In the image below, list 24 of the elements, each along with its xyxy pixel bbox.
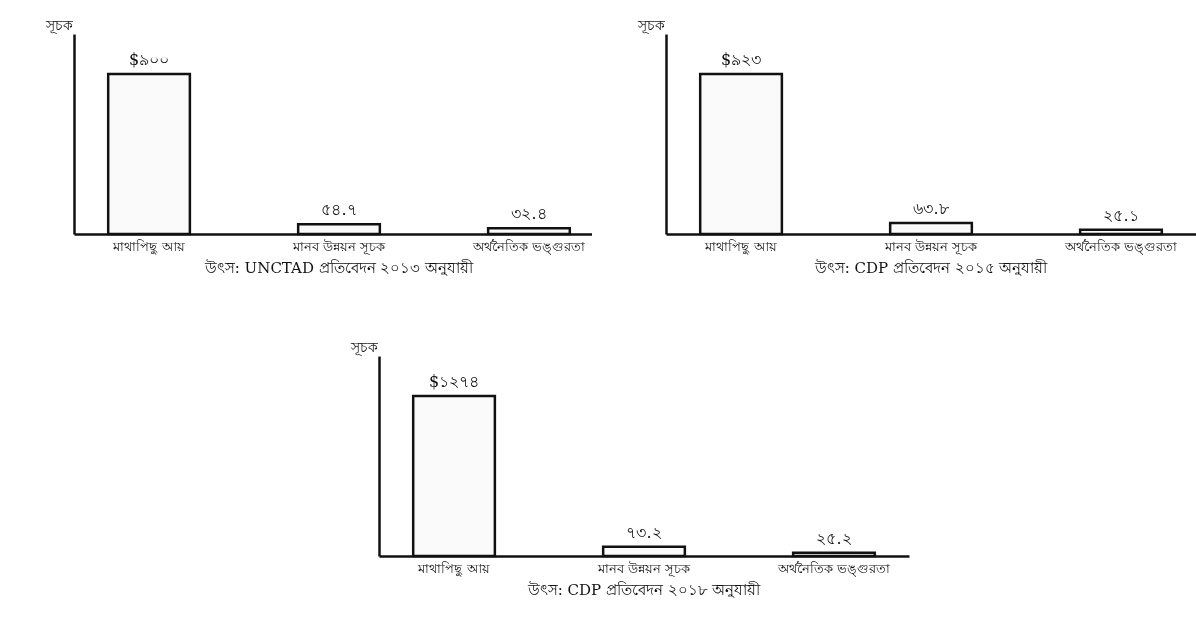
data-label: $১২৭৪ [428, 372, 480, 391]
data-label: ৭৩.২ [626, 522, 662, 542]
data-label: ৫৪.৭ [321, 200, 357, 220]
x-tick-label: মাথাপিছু আয় [112, 238, 185, 255]
x-tick-label: অর্থনৈতিক ভঙ্গুরতা [776, 560, 891, 577]
y-axis-title: সূচক [349, 338, 378, 356]
x-tick-label: মানব উন্নয়ন সূচক [596, 560, 692, 577]
x-tick-label: মাথাপিছু আয় [704, 238, 777, 255]
data-label: $৯০০ [128, 50, 170, 69]
text: উৎস: UNCTAD প্রতিবেদন ২০১৩ অনুযায়ী [203, 259, 475, 277]
x-tick-label: অর্থনৈতিক ভঙ্গুরতা [471, 238, 586, 255]
y-axis-title: সূচক [636, 16, 665, 34]
data-label: $৯২৩ [720, 50, 762, 69]
text: উৎস: CDP প্রতিবেদন ২০১৫ অনুযায়ী [813, 259, 1049, 277]
x-tick-label: মাথাপিছু আয় [417, 560, 490, 577]
text: উৎস: CDP প্রতিবেদন ২০১৮ অনুযায়ী [526, 581, 762, 599]
x-tick-label: মানব উন্নয়ন সূচক [883, 238, 979, 255]
data-label: ৩২.৪ [511, 204, 547, 224]
x-tick-label: অর্থনৈতিক ভঙ্গুরতা [1063, 238, 1178, 255]
data-label: ৬৩.৮ [913, 198, 950, 218]
data-label: ২৫.২ [816, 528, 852, 548]
y-axis-title: সূচক [44, 16, 73, 34]
data-label: ২৫.১ [1103, 205, 1139, 225]
x-tick-label: মানব উন্নয়ন সূচক [291, 238, 387, 255]
